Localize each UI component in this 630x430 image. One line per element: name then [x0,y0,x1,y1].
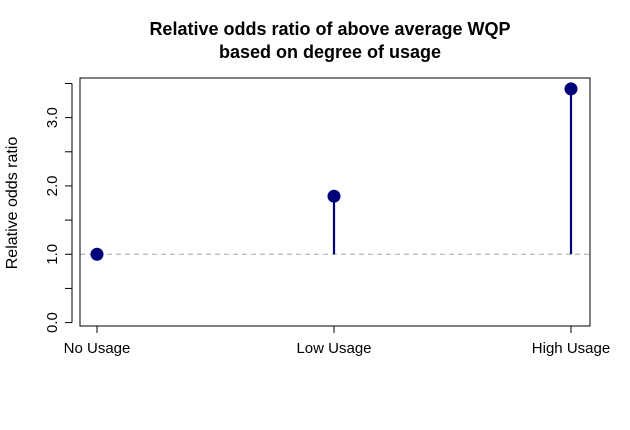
chart-title-line-2: based on degree of usage [219,42,441,62]
y-tick-label-3: 3.0 [44,107,61,128]
data-point-2 [564,82,578,96]
x-tick-label-2: High Usage [532,340,610,357]
ticks-layer: 0.0 1.0 2.0 3.0 No Usage Low Usage High Usage [44,82,610,357]
y-tick-label-1: 1.0 [44,244,61,265]
data-point-0 [90,247,104,261]
y-tick-label-0: 0.0 [44,312,61,333]
x-tick-label-1: Low Usage [296,340,371,357]
y-tick-label-2: 2.0 [44,176,61,197]
axes-layer [71,77,591,327]
chart-title-line-1: Relative odds ratio of above average WQP [149,19,510,39]
points-layer [90,82,578,261]
x-tick-label-0: No Usage [64,340,131,357]
y-axis-label: Relative odds ratio [4,137,21,270]
data-point-1 [327,189,341,203]
plot-frame [79,77,591,327]
stems-layer [332,88,573,255]
